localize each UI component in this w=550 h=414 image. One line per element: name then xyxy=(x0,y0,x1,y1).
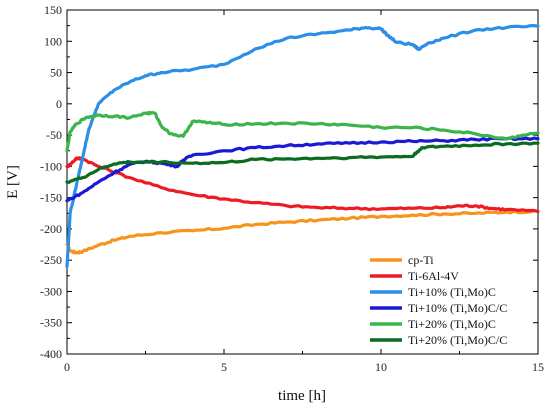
series-line-4 xyxy=(65,136,540,203)
x-tick-label: 5 xyxy=(221,360,227,374)
y-tick-label: -350 xyxy=(40,316,62,330)
series-line-2 xyxy=(65,156,540,213)
legend: cp-Ti Ti-6Al-4V Ti+10% (Ti,Mo)C Ti+10% (Ti,… xyxy=(370,253,507,347)
x-tick-label: 0 xyxy=(64,360,70,374)
y-axis-ticks: -400 -350 -300 -250 -200 -150 -100 -50 0 50 100 150 xyxy=(40,3,538,361)
y-tick-label: -150 xyxy=(40,191,62,205)
legend-label: Ti-6Al-4V xyxy=(408,269,459,283)
series-line-5 xyxy=(65,110,540,153)
y-tick-label: -300 xyxy=(40,284,62,298)
x-axis-ticks: 0 5 10 15 xyxy=(64,10,544,374)
legend-label: Ti+20% (Ti,Mo)C xyxy=(408,317,496,331)
x-tick-label: 10 xyxy=(375,360,387,374)
y-axis-title: E [V] xyxy=(5,165,21,199)
y-tick-label: 150 xyxy=(44,3,62,17)
y-tick-label: 50 xyxy=(50,66,62,80)
y-tick-label: -400 xyxy=(40,347,62,361)
x-axis-title: time [h] xyxy=(278,388,326,404)
y-tick-label: 100 xyxy=(44,34,62,48)
series-line-1 xyxy=(65,209,540,255)
y-tick-label: -100 xyxy=(40,159,62,173)
y-tick-label: -50 xyxy=(46,128,62,142)
y-tick-label: 0 xyxy=(56,97,62,111)
legend-label: Ti+20% (Ti,Mo)C/C xyxy=(408,333,507,347)
series-line-3 xyxy=(65,24,540,268)
legend-label: Ti+10% (Ti,Mo)C/C xyxy=(408,301,507,315)
legend-label: cp-Ti xyxy=(408,253,434,267)
series-line-6 xyxy=(65,141,540,184)
x-tick-label: 15 xyxy=(532,360,544,374)
y-tick-label: -200 xyxy=(40,222,62,236)
y-tick-label: -250 xyxy=(40,253,62,267)
legend-label: Ti+10% (Ti,Mo)C xyxy=(408,285,496,299)
series-layer xyxy=(65,24,540,268)
